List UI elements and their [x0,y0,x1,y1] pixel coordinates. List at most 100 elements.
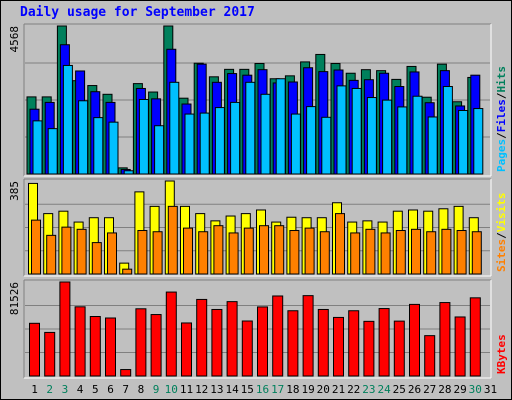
kbytes-bar-day-11 [181,322,192,377]
day-label-28: 28 [438,383,451,396]
day-label-1: 1 [31,383,38,396]
pages-bar-day-14 [230,101,241,175]
kbytes-bar-day-5 [89,316,101,377]
pages-bar-day-23 [366,97,377,175]
legend-top: Pages/Files/Hits [495,66,508,172]
kbytes-bar-day-24 [378,308,390,377]
kbytes-bar-day-12 [196,298,208,377]
kbytes-bar-day-21 [333,316,344,377]
pages-bar-day-19 [306,106,317,175]
legend-kbytes: KBytes [495,334,508,374]
day-label-23: 23 [362,383,375,396]
kbytes-bar-day-13 [211,308,223,377]
sites-bar-day-8 [137,230,148,275]
chart-title: Daily usage for September 2017 [20,5,255,20]
pages-bar-day-22 [351,87,362,175]
pages-bar-day-26 [412,95,423,175]
day-label-31: 31 [484,383,497,396]
sites-bar-day-22 [350,232,361,275]
day-label-14: 14 [225,383,239,396]
kbytes-bar-day-8 [135,308,147,377]
legend-files: Files [495,99,508,132]
sites-bar-day-16 [259,225,269,275]
kbytes-bar-day-7 [120,369,132,377]
sites-bar-day-3 [61,226,72,275]
sites-bar-day-14 [228,232,239,275]
day-label-4: 4 [77,383,84,396]
kbytes-bar-day-4 [74,306,86,377]
kbytes-bar-day-17 [272,295,284,377]
sites-bar-day-18 [289,230,300,275]
sites-bar-day-5 [91,242,102,275]
day-label-11: 11 [180,383,193,396]
day-label-24: 24 [377,383,391,396]
pages-bar-day-2 [47,128,58,175]
sites-bar-day-11 [183,227,193,275]
pages-bar-day-20 [321,116,332,175]
sites-bar-day-30 [471,231,482,275]
pages-bar-day-13 [214,107,225,175]
day-label-13: 13 [210,383,223,396]
sites-bar-day-1 [31,219,41,275]
day-label-26: 26 [408,383,421,396]
day-label-9: 9 [153,383,160,396]
sites-bar-day-12 [198,231,209,275]
legend-middle: Sites/Visits [495,193,508,273]
kbytes-bar-day-6 [105,317,116,377]
legend-separator: / [495,232,508,239]
kbytes-bar-day-1 [29,322,40,377]
pages-bar-day-30 [473,108,484,175]
pages-bar-day-1 [32,120,43,175]
kbytes-bar-day-3 [59,281,71,377]
pages-bar-day-29 [458,109,469,175]
pages-bar-day-11 [184,113,195,175]
day-label-20: 20 [317,383,330,396]
pages-bar-day-12 [199,112,210,175]
legend-separator: / [495,92,508,99]
legend-separator: / [495,132,508,139]
kbytes-bar-day-15 [241,320,253,377]
pages-bar-day-9 [154,125,165,175]
day-label-27: 27 [423,383,436,396]
kbytes-bar-day-2 [44,331,56,377]
day-label-19: 19 [301,383,314,396]
max-value-label-middle: 385 [8,181,21,201]
sites-bar-day-13 [213,225,224,275]
kbytes-bar-day-26 [409,303,420,377]
max-value-label-top: 4568 [8,26,21,53]
pages-bar-day-28 [442,86,453,175]
pages-bar-day-17 [275,78,286,175]
pages-bar-day-15 [245,81,256,175]
sites-bar-day-6 [107,232,117,275]
sites-bar-day-28 [441,228,452,275]
kbytes-bar-day-16 [257,306,268,377]
pages-bar-day-16 [260,93,271,175]
day-label-21: 21 [332,383,345,396]
legend-pages: Pages [495,139,508,172]
kbytes-bar-day-9 [150,314,162,377]
pages-bar-day-27 [427,116,438,175]
sites-bar-day-29 [456,230,467,275]
kbytes-bar-day-22 [348,310,360,377]
kbytes-bar-day-14 [226,301,238,377]
sites-bar-day-25 [395,230,406,275]
day-label-29: 29 [453,383,466,396]
day-label-22: 22 [347,383,360,396]
pages-bar-day-7 [123,170,134,175]
day-label-7: 7 [122,383,129,396]
sites-bar-day-26 [411,228,421,275]
sites-bar-day-4 [76,228,87,275]
legend-bottom: KBytes [495,334,508,374]
pages-bar-day-25 [397,106,408,175]
legend-visits: Visits [495,193,508,233]
sites-bar-day-9 [152,231,163,275]
pages-bar-day-6 [108,121,119,175]
legend-sites: Sites [495,239,508,272]
kbytes-bar-day-29 [454,316,466,377]
day-label-12: 12 [195,383,208,396]
sites-bar-day-15 [243,227,254,275]
kbytes-bar-day-23 [363,320,375,377]
kbytes-bar-day-25 [393,320,405,377]
day-label-6: 6 [107,383,114,396]
day-label-16: 16 [256,383,269,396]
